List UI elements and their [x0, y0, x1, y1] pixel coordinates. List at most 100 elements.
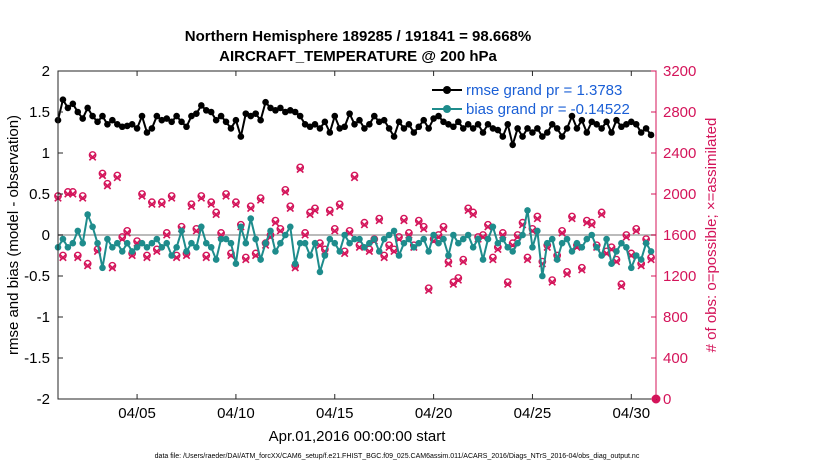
obs-assimilated-point	[400, 216, 408, 225]
rmse-point	[237, 133, 245, 140]
y-axis-right-label: # of obs: o=possible; ×=assimilated	[703, 118, 720, 353]
obs-assimilated-point	[647, 255, 655, 264]
bias-point	[143, 244, 151, 251]
bias-point	[148, 239, 156, 247]
obs-assimilated-point	[578, 266, 586, 274]
legend-bias-label: bias grand pr = -0.14522	[466, 101, 630, 118]
obs-assimilated-point	[123, 229, 131, 237]
obs-assimilated-point	[256, 196, 265, 204]
rmse-point	[410, 129, 418, 136]
obs-possible-point	[256, 194, 265, 203]
obs-assimilated-point	[489, 255, 497, 264]
obs-possible-point	[98, 169, 107, 178]
rmse-point	[390, 133, 398, 140]
bias-point	[178, 227, 185, 235]
rmse-point	[168, 118, 175, 126]
obs-possible-point	[459, 255, 468, 264]
rmse-point	[603, 118, 610, 126]
obs-possible-point	[439, 222, 448, 231]
obs-assimilated-point	[88, 153, 97, 161]
bias-point	[400, 239, 408, 247]
rmse-point	[301, 121, 309, 128]
rmse-point	[89, 112, 96, 120]
bias-point	[405, 235, 413, 243]
bias-point	[193, 244, 200, 251]
bias-point	[188, 239, 195, 247]
bias-point	[301, 239, 309, 247]
bias-point	[237, 223, 245, 231]
bias-point	[613, 248, 620, 255]
obs-possible-point	[325, 206, 334, 215]
rmse-point	[198, 102, 205, 109]
bias-point	[494, 239, 502, 247]
bias-point	[558, 239, 566, 247]
bias-point	[128, 248, 136, 255]
bias-point	[415, 239, 423, 247]
y-left-tick-label: 0	[42, 227, 50, 244]
legend-rmse-label: rmse grand pr = 1.3783	[466, 82, 622, 99]
bias-point	[336, 248, 344, 255]
obs-assimilated-point	[632, 227, 640, 235]
bias-point	[632, 252, 640, 259]
bias-point	[420, 235, 428, 243]
obs-possible-point	[241, 253, 250, 262]
bias-point	[548, 235, 556, 243]
rmse-point	[642, 125, 650, 132]
obs-possible-point	[568, 212, 576, 221]
rmse-point	[272, 107, 279, 114]
obs-possible-point	[503, 278, 512, 287]
bias-point	[198, 223, 205, 231]
bias-point	[543, 239, 551, 247]
x-tick-label: 04/15	[316, 405, 354, 422]
y-right-tick-label: 0	[663, 391, 671, 408]
obs-assimilated-point	[187, 202, 196, 211]
bias-point	[370, 235, 378, 243]
rmse-point	[99, 112, 106, 120]
rmse-point	[504, 121, 512, 128]
y-axis-right: 0 400 800 1200 1600 2000 2400 2800 3200	[651, 63, 696, 408]
obs-assimilated-point	[380, 253, 388, 262]
obs-assimilated-point	[301, 231, 309, 239]
rmse-point	[366, 121, 373, 128]
rmse-point	[114, 121, 121, 128]
bias-point	[296, 239, 304, 247]
chart-title-line1: Northern Hemisphere 189285 / 191841 = 98…	[185, 28, 531, 45]
bias-point	[282, 231, 289, 239]
bias-point	[573, 239, 581, 247]
bias-point	[410, 244, 418, 251]
x-axis: 04/05 04/10 04/15 04/20 04/25 04/30	[118, 71, 650, 422]
bias-point	[89, 223, 96, 231]
rmse-point	[583, 129, 591, 136]
obs-assimilated-point	[202, 253, 211, 262]
obs-assimilated-point	[192, 227, 201, 235]
rmse-point	[425, 125, 432, 132]
obs-possible-point	[222, 190, 230, 198]
bias-point	[455, 239, 462, 247]
rmse-point	[573, 125, 581, 132]
obs-possible-point	[622, 231, 631, 239]
bias-point	[489, 223, 497, 231]
bias-point	[173, 244, 180, 251]
bias-point	[277, 239, 284, 247]
obs-assimilated-point	[597, 210, 606, 219]
bias-point	[331, 239, 339, 247]
rmse-point	[232, 116, 240, 124]
obs-assimilated-point	[158, 200, 166, 209]
bias-point	[618, 239, 625, 247]
rmse-point	[459, 125, 467, 132]
bias-point	[430, 231, 437, 239]
rmse-point	[385, 125, 393, 132]
rmse-point	[109, 116, 116, 124]
rmse-point	[578, 116, 586, 124]
rmse-point	[464, 121, 472, 128]
obs-assimilated-point	[548, 278, 556, 286]
bias-point	[479, 256, 487, 263]
rmse-point	[252, 110, 259, 117]
obs-possible-point	[108, 261, 117, 270]
obs-assimilated-point	[583, 218, 591, 227]
obs-possible-point	[548, 276, 557, 284]
bias-point	[118, 248, 126, 255]
bias-point	[94, 239, 101, 247]
obs-assimilated-point	[335, 202, 344, 211]
rmse-point	[356, 116, 363, 124]
